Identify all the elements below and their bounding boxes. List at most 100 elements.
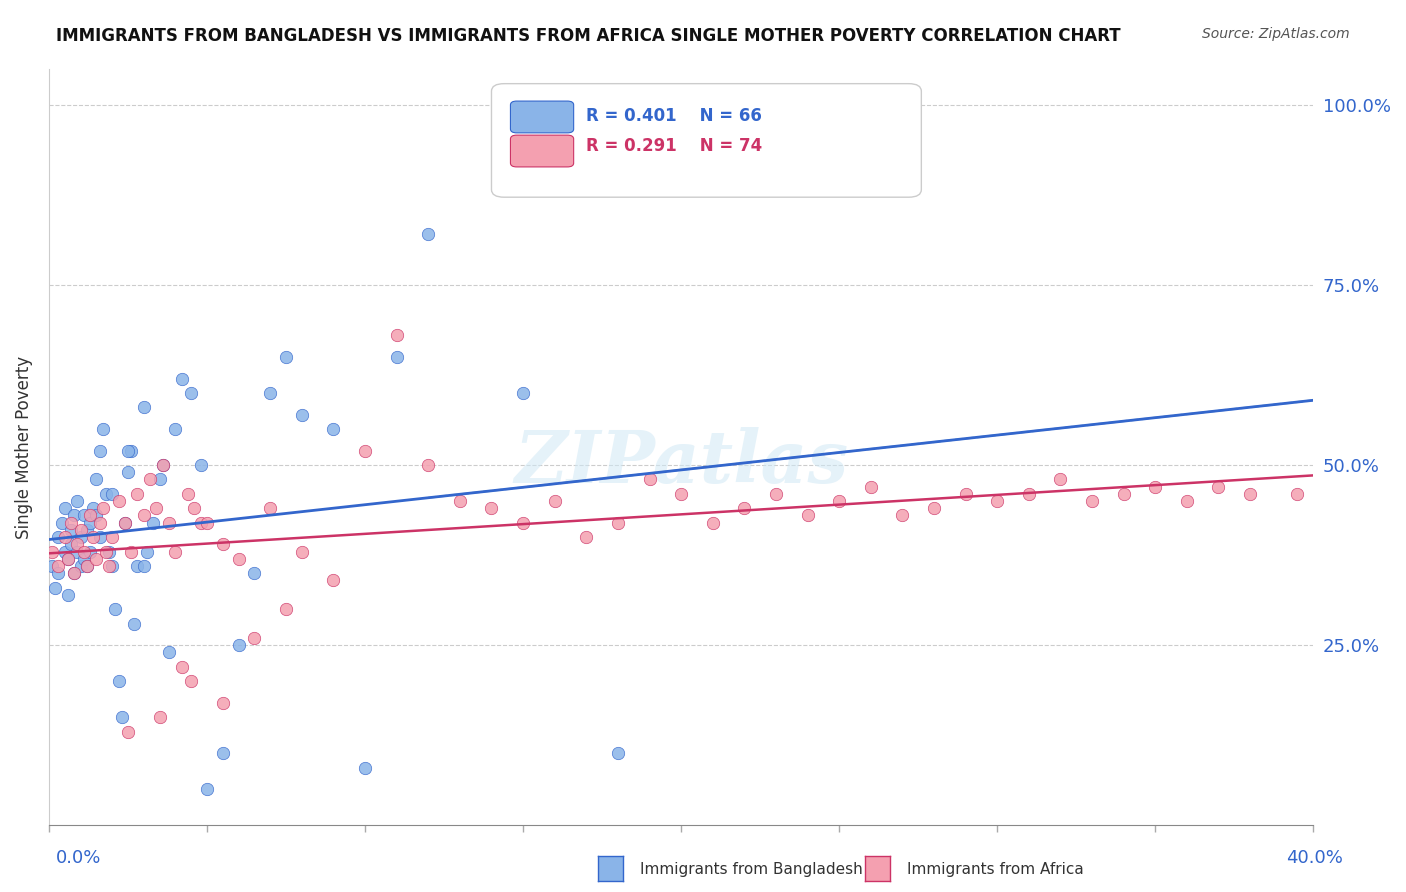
Point (86, 508, 108, 523)
Point (385, 328, 408, 343)
Point (41, 558, 63, 573)
Point (274, 602, 297, 616)
Point (354, 761, 377, 775)
Point (69, 530, 91, 544)
Point (765, 487, 787, 501)
Point (157, 645, 180, 659)
Point (180, 385, 202, 400)
Point (53, 544, 76, 558)
Point (157, 516, 180, 530)
Point (922, 501, 945, 516)
Point (139, 472, 162, 486)
Point (733, 501, 755, 516)
Point (66, 537, 89, 551)
Point (955, 487, 977, 501)
Point (512, 385, 534, 400)
Point (114, 516, 136, 530)
Point (195, 782, 218, 797)
Point (669, 487, 692, 501)
Point (986, 494, 1008, 508)
Point (1208, 480, 1230, 494)
Point (544, 494, 567, 508)
Point (291, 408, 314, 422)
Point (132, 401, 155, 415)
Point (86, 551, 108, 566)
Point (606, 516, 628, 530)
Point (76, 523, 98, 537)
Point (1018, 487, 1040, 501)
Point (1112, 487, 1135, 501)
Point (104, 602, 127, 616)
Text: IMMIGRANTS FROM BANGLADESH VS IMMIGRANTS FROM AFRICA SINGLE MOTHER POVERTY CORRE: IMMIGRANTS FROM BANGLADESH VS IMMIGRANTS… (56, 27, 1121, 45)
Point (60, 537, 83, 551)
Point (117, 443, 139, 458)
Point (114, 516, 136, 530)
Text: 0.0%: 0.0% (56, 849, 101, 867)
Point (60, 523, 83, 537)
Point (89, 530, 111, 544)
Point (124, 616, 146, 631)
Point (91, 501, 114, 516)
Text: 40.0%: 40.0% (1286, 849, 1343, 867)
Point (243, 631, 266, 645)
Point (1144, 480, 1167, 494)
Point (120, 443, 142, 458)
Point (41, 544, 63, 558)
Point (48, 558, 70, 573)
Point (228, 638, 250, 652)
Point (183, 501, 205, 516)
Point (91, 422, 114, 436)
Point (82, 501, 104, 516)
Point (1286, 487, 1309, 501)
Point (418, 227, 440, 242)
Point (73, 551, 96, 566)
Text: Immigrants from Bangladesh: Immigrants from Bangladesh (640, 863, 862, 877)
Point (1175, 494, 1198, 508)
Point (449, 494, 471, 508)
Text: Immigrants from Africa: Immigrants from Africa (907, 863, 1084, 877)
Point (1081, 494, 1104, 508)
Point (76, 558, 98, 573)
Point (63, 508, 86, 523)
Point (702, 516, 724, 530)
Point (94, 544, 117, 558)
Point (107, 674, 129, 689)
Point (274, 350, 297, 364)
Point (73, 544, 96, 558)
Point (190, 458, 212, 472)
Point (51, 516, 73, 530)
Point (111, 710, 134, 724)
Point (60, 516, 83, 530)
Point (322, 574, 344, 588)
FancyBboxPatch shape (510, 101, 574, 133)
Point (211, 747, 233, 761)
Point (48, 566, 70, 581)
Point (165, 422, 187, 436)
Point (1049, 472, 1071, 486)
Point (796, 508, 818, 523)
Point (66, 544, 89, 558)
Point (79, 544, 101, 558)
Point (170, 660, 193, 674)
Point (149, 710, 172, 724)
Text: ZIPatlas: ZIPatlas (515, 426, 848, 498)
Text: R = 0.291    N = 74: R = 0.291 N = 74 (586, 137, 762, 155)
Point (101, 558, 124, 573)
Point (243, 566, 266, 581)
FancyBboxPatch shape (492, 84, 921, 197)
Point (132, 508, 155, 523)
Point (136, 544, 159, 558)
Point (322, 422, 344, 436)
Point (94, 487, 117, 501)
Point (149, 472, 172, 486)
Point (575, 530, 598, 544)
Point (606, 747, 628, 761)
Point (107, 494, 129, 508)
Point (98, 558, 121, 573)
Point (145, 501, 167, 516)
Point (512, 516, 534, 530)
Point (638, 472, 661, 486)
Point (211, 537, 233, 551)
Point (127, 487, 149, 501)
Point (53, 501, 76, 516)
